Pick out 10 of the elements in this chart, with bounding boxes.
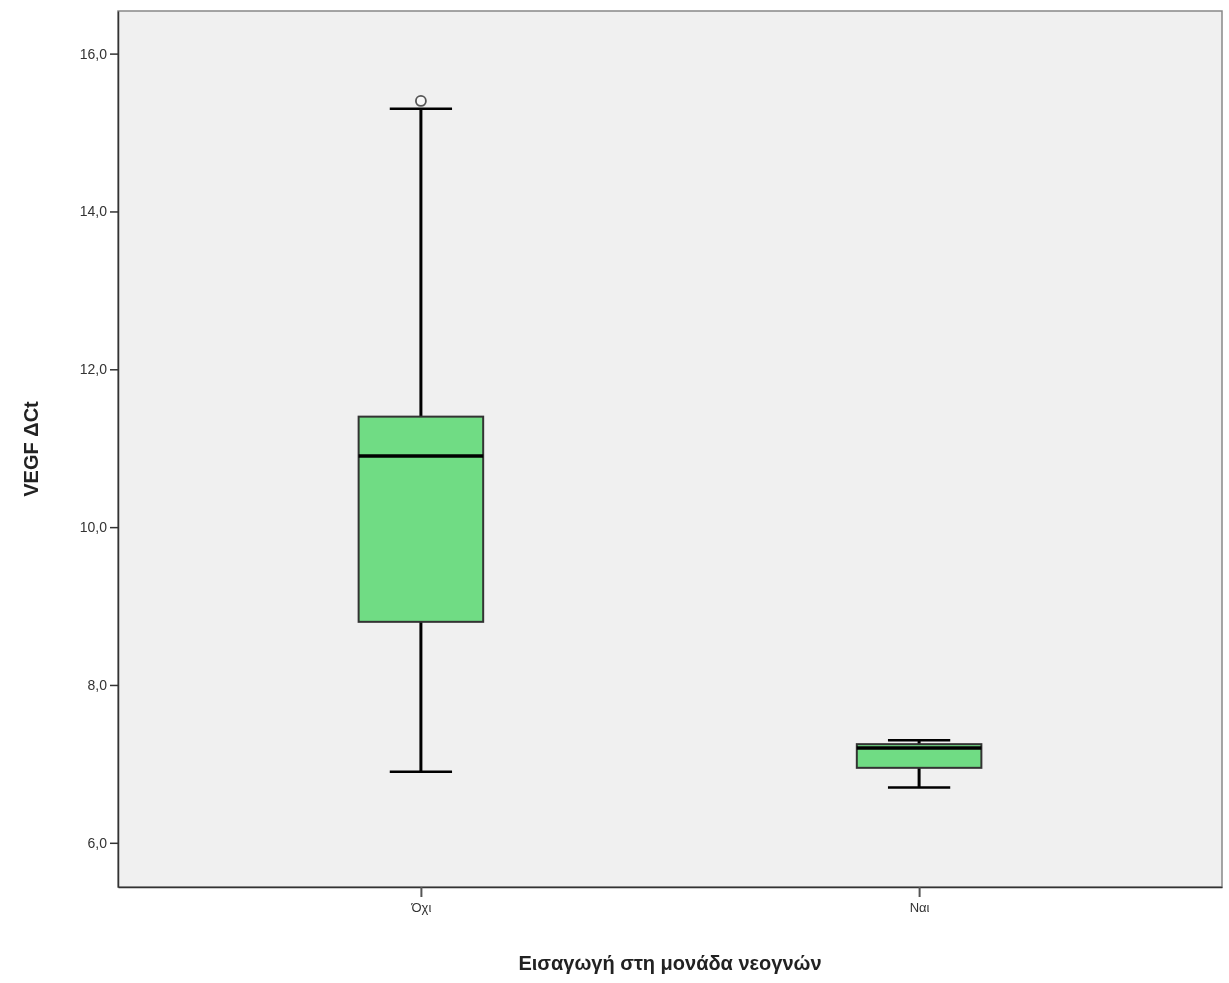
y-axis-title: VEGF ΔCt [20,400,42,497]
y-tick-label: 8,0 [87,676,108,693]
y-tick-label: 10,0 [79,519,108,536]
y-tick-label: 6,0 [87,834,108,851]
x-axis-title: Εισαγωγή στη μονάδα νεογνών [518,952,822,974]
x-tick-label: Όχι [410,900,432,916]
y-tick-label: 16,0 [79,45,108,62]
y-tick-label: 14,0 [79,203,108,220]
y-tick-label: 12,0 [79,361,108,378]
x-tick-label: Ναι [909,900,930,916]
